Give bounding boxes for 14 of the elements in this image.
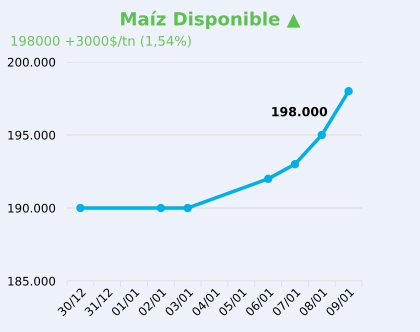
point	[290, 160, 300, 168]
y-tick-label: 185.000	[8, 276, 56, 286]
point	[184, 204, 192, 212]
point	[344, 87, 353, 96]
chart-title: Maíz Disponible ▲	[121, 10, 300, 30]
point	[318, 130, 326, 140]
point	[264, 174, 272, 183]
point	[156, 204, 166, 212]
chart-subtitle: 198000 +3000$/tn (1,54%)	[11, 36, 191, 48]
point	[76, 204, 85, 212]
y-tick-label: 195.000	[8, 130, 56, 140]
data-label: 198.000	[272, 106, 328, 116]
y-tick-label: 200.000	[8, 58, 56, 67]
y-tick-label: 190.000	[8, 204, 56, 213]
